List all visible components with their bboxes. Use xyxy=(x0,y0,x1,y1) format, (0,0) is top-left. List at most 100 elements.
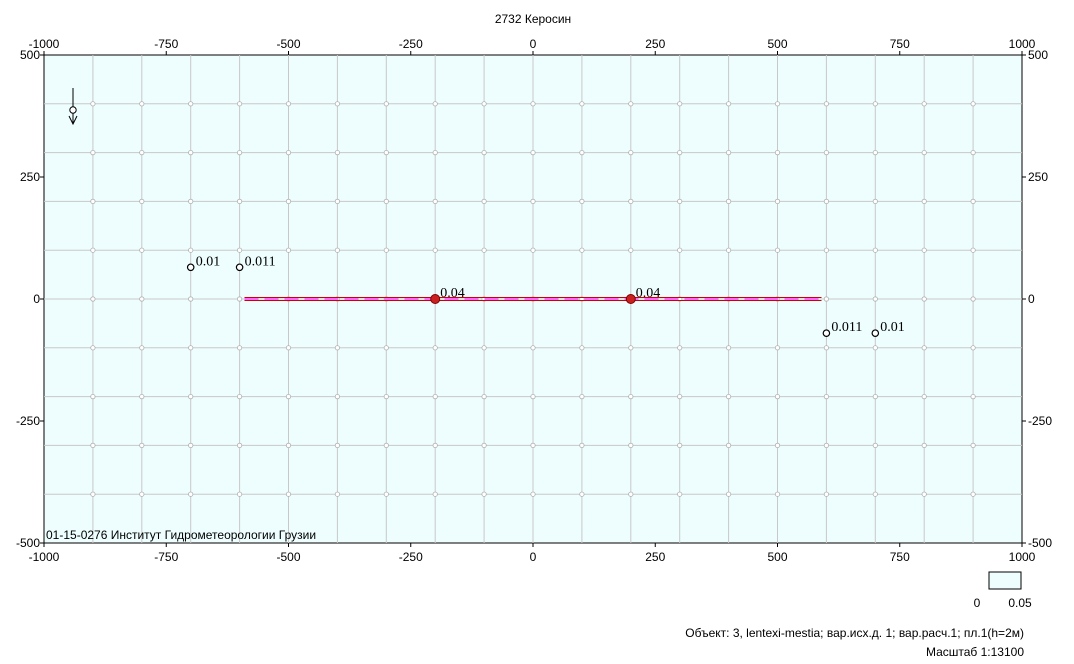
grid-node xyxy=(481,198,487,204)
grid-node xyxy=(432,442,438,448)
grid-node xyxy=(383,198,389,204)
grid-node xyxy=(237,247,243,253)
x-tick-label-bottom: 750 xyxy=(890,550,910,564)
grid-node xyxy=(921,198,927,204)
grid-node xyxy=(823,393,830,400)
grid-node xyxy=(334,101,340,107)
y-tick-label-right: -500 xyxy=(1028,536,1052,550)
grid-node xyxy=(90,345,96,351)
grid-node xyxy=(188,393,194,400)
x-tick-label-bottom: -750 xyxy=(154,550,178,564)
grid-node xyxy=(725,442,732,448)
grid-node xyxy=(823,442,830,448)
grid-node xyxy=(823,345,830,351)
grid-node xyxy=(921,247,927,253)
grid-node xyxy=(921,393,927,400)
grid-node xyxy=(334,198,340,204)
grid-node xyxy=(677,247,683,253)
x-tick-label-top: -1000 xyxy=(29,37,60,51)
grid-node xyxy=(90,150,96,156)
grid-node xyxy=(921,101,927,107)
grid-node xyxy=(334,150,340,156)
grid-node xyxy=(872,491,878,497)
institute-label: 01-15-0276 Институт Гидрометеорологии Гр… xyxy=(46,528,316,542)
grid-node xyxy=(285,150,292,156)
grid-node xyxy=(628,150,634,156)
grid-node xyxy=(237,491,243,497)
grid-node xyxy=(334,247,340,253)
data-point-label: 0.011 xyxy=(245,254,276,269)
x-tick-label-bottom: 1000 xyxy=(1009,550,1036,564)
x-tick-label-bottom: 0 xyxy=(530,550,537,564)
grid-node xyxy=(970,491,976,497)
grid-node xyxy=(579,345,585,351)
grid-node xyxy=(823,101,830,107)
grid-node xyxy=(628,345,634,351)
grid-node xyxy=(383,393,389,400)
grid-node xyxy=(481,101,487,107)
grid-node xyxy=(139,491,145,497)
grid-node xyxy=(530,198,536,204)
grid-node xyxy=(872,247,878,253)
grid-node xyxy=(188,491,194,497)
grid-node xyxy=(383,150,389,156)
grid-node xyxy=(579,442,585,448)
grid-node xyxy=(139,247,145,253)
grid-node xyxy=(921,345,927,351)
grid-node xyxy=(237,150,243,156)
grid-node xyxy=(432,198,438,204)
grid-node xyxy=(774,345,781,351)
grid-node xyxy=(872,296,878,302)
grid-node xyxy=(628,247,634,253)
grid xyxy=(44,55,1022,543)
y-tick-label-left: 500 xyxy=(20,48,40,62)
grid-node xyxy=(970,296,976,302)
grid-node xyxy=(383,101,389,107)
grid-node xyxy=(677,393,683,400)
grid-node xyxy=(90,296,96,302)
grid-node xyxy=(285,345,292,351)
grid-node xyxy=(285,247,292,253)
data-point-label: 0.011 xyxy=(831,320,862,335)
grid-node xyxy=(774,442,781,448)
x-tick-label-bottom: -500 xyxy=(276,550,300,564)
grid-node xyxy=(677,198,683,204)
legend-swatch xyxy=(988,571,1022,590)
grid-node xyxy=(872,198,878,204)
data-point xyxy=(186,263,195,272)
grid-node xyxy=(872,150,878,156)
grid-node xyxy=(334,345,340,351)
grid-node xyxy=(579,101,585,107)
grid-node xyxy=(188,442,194,448)
grid-node xyxy=(970,101,976,107)
grid-node xyxy=(188,345,194,351)
grid-node xyxy=(921,150,927,156)
grid-node xyxy=(921,442,927,448)
x-tick-label-top: 1000 xyxy=(1009,37,1036,51)
grid-node xyxy=(383,442,389,448)
grid-node xyxy=(579,247,585,253)
grid-node xyxy=(188,296,194,302)
y-tick-label-right: 250 xyxy=(1028,170,1048,184)
grid-node xyxy=(774,101,781,107)
grid-node xyxy=(725,150,732,156)
grid-node xyxy=(872,442,878,448)
grid-node xyxy=(530,150,536,156)
x-tick-label-top: 750 xyxy=(890,37,910,51)
grid-node xyxy=(970,150,976,156)
data-point xyxy=(235,263,244,272)
grid-node xyxy=(628,442,634,448)
grid-node xyxy=(628,393,634,400)
grid-node xyxy=(921,491,927,497)
data-point-label: 0.04 xyxy=(440,286,465,301)
grid-node xyxy=(334,393,340,400)
grid-node xyxy=(285,393,292,400)
grid-node xyxy=(481,345,487,351)
grid-node xyxy=(774,393,781,400)
source-segment xyxy=(244,297,822,301)
grid-node xyxy=(530,247,536,253)
grid-node xyxy=(432,491,438,497)
grid-node xyxy=(90,393,96,400)
grid-node xyxy=(530,101,536,107)
chart-title: 2732 Керосин xyxy=(495,12,571,26)
